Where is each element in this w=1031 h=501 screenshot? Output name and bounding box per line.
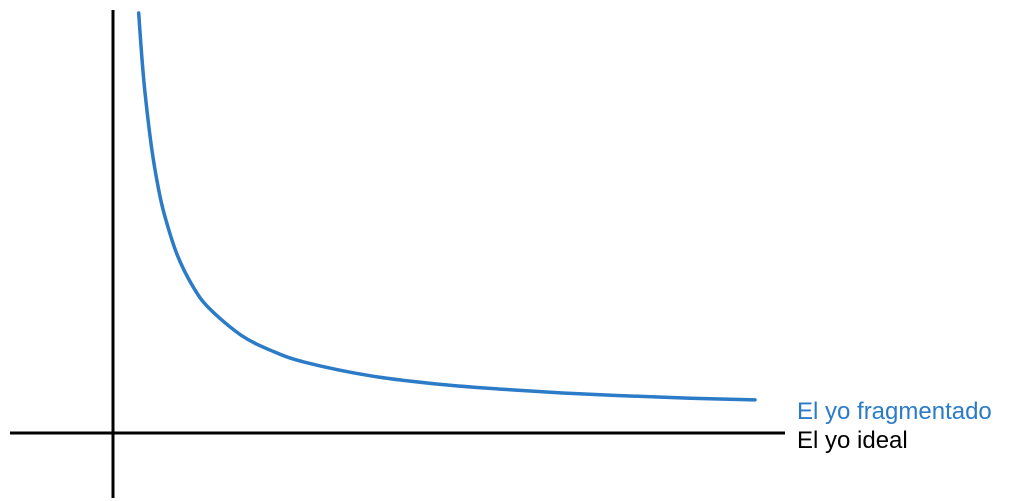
series-label-el-yo-fragmentado: El yo fragmentado bbox=[797, 398, 992, 425]
series-curve-el-yo-fragmentado bbox=[136, 11, 757, 402]
reference-label-el-yo-ideal: El yo ideal bbox=[797, 427, 908, 454]
